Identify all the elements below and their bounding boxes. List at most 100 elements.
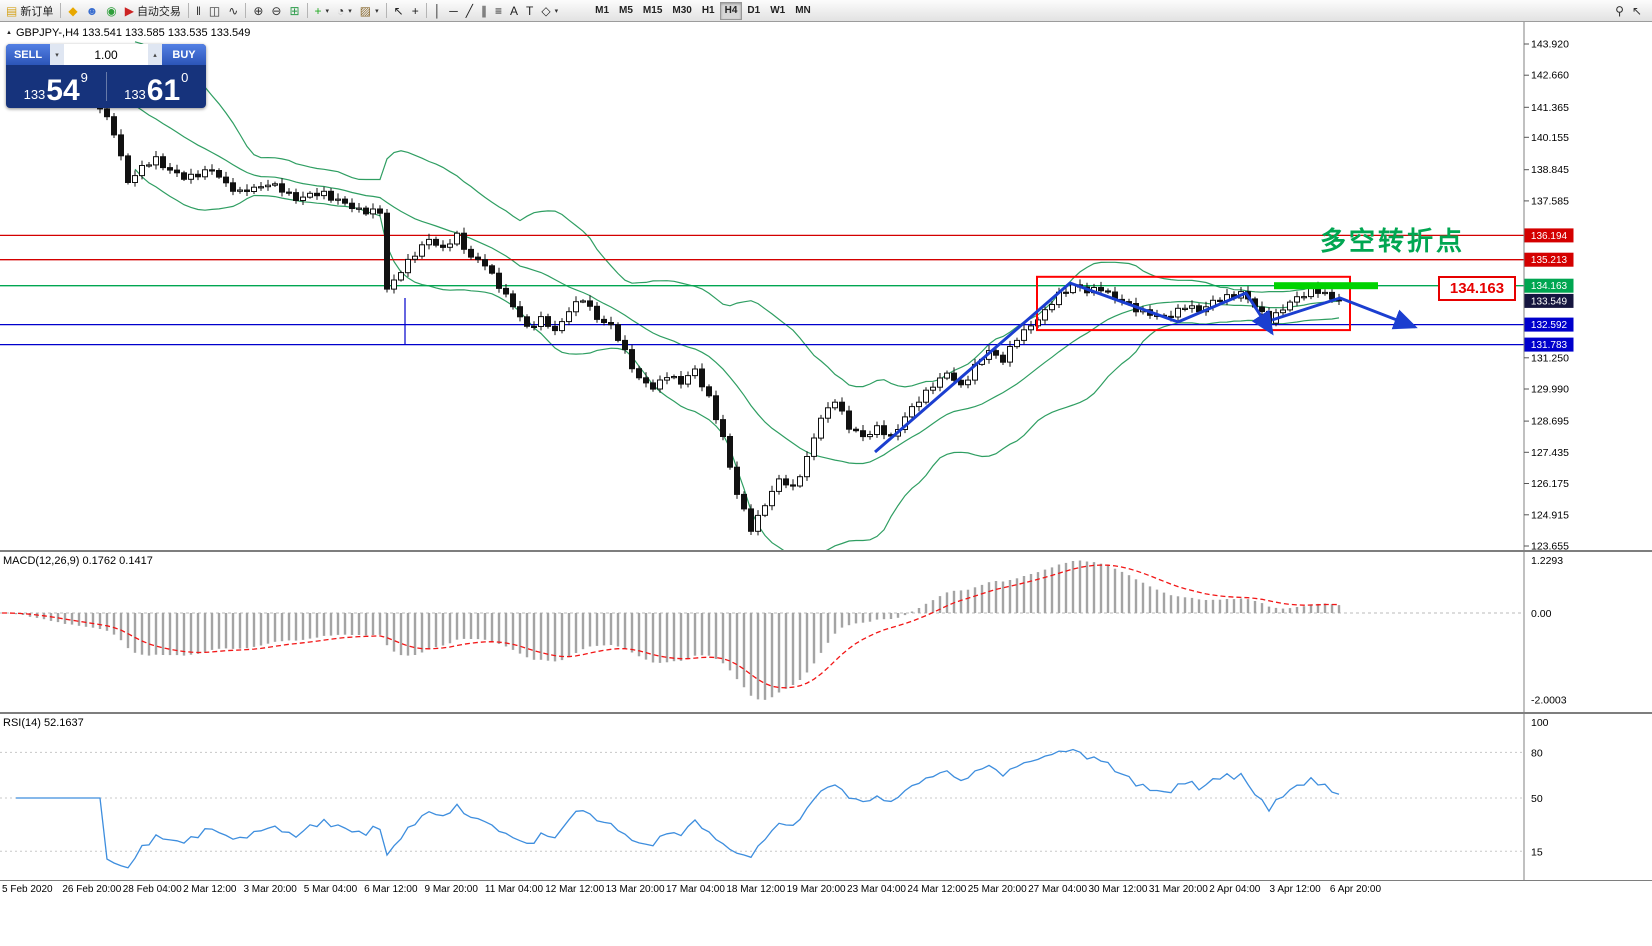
candle-body <box>384 212 390 290</box>
candle-body <box>314 192 320 197</box>
sell-price[interactable]: 133 54 9 <box>6 63 106 108</box>
price-divider <box>105 71 107 102</box>
timeframe-h4-button[interactable]: H4 <box>719 1 743 20</box>
candle-body <box>657 379 663 390</box>
channel-button[interactable]: ∥ <box>477 2 491 20</box>
crosshair-button[interactable]: + <box>408 2 423 20</box>
volume-decrease-button[interactable]: ▾ <box>50 44 64 65</box>
candle-body <box>104 108 110 118</box>
price-badge-label: 132.592 <box>1531 320 1568 331</box>
timeframe-d1-button[interactable]: D1 <box>742 2 765 20</box>
price-tick-label: 141.365 <box>1531 102 1569 114</box>
templates-button[interactable]: ▨ ▾ <box>356 2 383 20</box>
resistance-highlight-segment[interactable] <box>1274 282 1378 290</box>
panel-separator[interactable] <box>0 550 1652 552</box>
timeframe-m5-button[interactable]: M5 <box>614 2 638 20</box>
tile-windows-button[interactable]: ⊞ <box>285 2 303 20</box>
buy-price[interactable]: 133 61 0 <box>107 63 207 108</box>
zoom-in-button[interactable]: ⊕ <box>249 2 267 20</box>
candle-body <box>202 169 208 178</box>
text-icon: A <box>510 3 519 18</box>
horizontal-line-button[interactable]: ─ <box>445 2 462 20</box>
autotrading-button[interactable]: ▶ 自动交易 <box>121 2 185 20</box>
candle-body <box>412 255 418 260</box>
price-badge-label: 133.549 <box>1531 296 1568 307</box>
bar-chart-button[interactable]: ‖ <box>192 2 205 20</box>
trend-arrow-1[interactable] <box>874 281 1274 454</box>
buy-button[interactable]: BUY <box>162 44 206 65</box>
candlestick-chart-button[interactable]: ◫ <box>205 2 224 20</box>
macd-scale-label: 1.2293 <box>1531 555 1563 567</box>
timeframe-mn-button[interactable]: MN <box>790 2 816 20</box>
cursor-button[interactable]: ↖ <box>390 2 408 20</box>
turning-point-annotation[interactable]: 多空转折点 <box>1320 226 1466 256</box>
candle-body <box>496 272 502 289</box>
trend-arrow-2[interactable] <box>1271 296 1418 330</box>
fibonacci-button[interactable]: ≡ <box>491 2 506 20</box>
refresh-button[interactable]: ◉ <box>102 2 120 20</box>
bollinger-upper <box>134 41 1340 388</box>
candle-body <box>867 434 873 438</box>
vertical-line-icon: │ <box>433 3 442 18</box>
text-button[interactable]: A <box>506 2 522 20</box>
shapes-button[interactable]: ◇ ▾ <box>537 2 562 20</box>
volume-input[interactable] <box>64 44 148 65</box>
candle-body <box>1063 291 1069 294</box>
price-badge-label: 134.163 <box>1531 281 1568 292</box>
candle-body <box>846 410 852 430</box>
caret-down-icon: ▾ <box>325 7 330 15</box>
timeframe-m15-button[interactable]: M15 <box>638 2 667 20</box>
main-chart[interactable]: 143.920 142.660 141.365 140.155 138.845 137.5… <box>0 22 1652 550</box>
candle-body <box>251 186 257 192</box>
search-button[interactable]: ⚲ <box>1611 2 1628 20</box>
alerts-button[interactable]: ◆ <box>64 2 81 20</box>
periods-button[interactable]: ◔ ▾ <box>333 2 356 20</box>
timeframe-w1-button[interactable]: W1 <box>765 2 790 20</box>
new-order-button[interactable]: ▤ 新订单 <box>2 2 57 20</box>
time-axis-label: 13 Mar 20:00 <box>605 884 665 895</box>
candle-body <box>930 386 936 391</box>
macd-panel[interactable]: 1.2293 0.00 -2.0003 <box>0 552 1652 712</box>
trendline-button[interactable]: ╱ <box>462 2 477 20</box>
timeframe-m1-button[interactable]: M1 <box>590 2 614 20</box>
panel-separator[interactable] <box>0 712 1652 714</box>
line-chart-button[interactable]: ∿ <box>224 2 242 20</box>
price-badge-label: 136.194 <box>1531 231 1568 242</box>
candle-body <box>524 316 530 327</box>
zoom-out-button[interactable]: ⊖ <box>267 2 285 20</box>
candle-body <box>1280 309 1286 314</box>
chart-symbol-header: ▲ GBPJPY-,H4 133.541 133.585 133.535 133… <box>6 27 250 39</box>
timeframe-group: M1 M5 M15 M30 H1 H4 D1 W1 MN <box>590 1 816 20</box>
candle-body <box>1266 310 1272 324</box>
label-button[interactable]: T <box>522 2 537 20</box>
timeframe-h1-button[interactable]: H1 <box>697 2 720 20</box>
candle-body <box>804 456 810 478</box>
toolbar: ▤ 新订单 ◆ ☻ ◉ ▶ 自动交易 ‖ ◫ ∿ ⊕ ⊖ ⊞ + ▾ ◔ ▾ ▨ ▾ ↖ + │ ─ ╱ ∥ ≡ A T ◇ ▾ M1 M5 M… <box>0 0 1652 22</box>
macd-scale-label: -2.0003 <box>1531 695 1567 707</box>
vertical-line-button[interactable]: │ <box>430 2 446 20</box>
candle-body <box>118 134 124 157</box>
candle-body <box>328 190 334 201</box>
time-axis-label: 27 Mar 04:00 <box>1028 884 1088 895</box>
pointer-button[interactable]: ↖ <box>1628 2 1646 20</box>
candle-body <box>209 169 215 172</box>
rsi-panel[interactable]: 100 80 50 15 <box>0 714 1652 880</box>
candle-body <box>426 238 432 246</box>
candle-body <box>405 258 411 274</box>
volume-increase-button[interactable]: ▴ <box>148 44 162 65</box>
candle-body <box>1000 354 1006 363</box>
indicators-button[interactable]: + ▾ <box>311 2 334 20</box>
candle-body <box>398 272 404 281</box>
accounts-button[interactable]: ☻ <box>82 2 103 20</box>
time-axis-label: 26 Feb 20:00 <box>62 884 122 895</box>
candle-body <box>244 189 250 192</box>
price-tick-label: 137.585 <box>1531 195 1569 207</box>
price-label-annotation[interactable]: 134.163 <box>1438 276 1516 301</box>
candle-body <box>1014 339 1020 348</box>
time-axis-label: 5 Feb 2020 <box>2 884 53 895</box>
sell-button[interactable]: SELL <box>6 44 50 65</box>
time-axis-label: 2 Mar 12:00 <box>183 884 237 895</box>
buy-price-point: 0 <box>181 70 189 85</box>
timeframe-m30-button[interactable]: M30 <box>667 2 696 20</box>
candle-body <box>916 401 922 408</box>
